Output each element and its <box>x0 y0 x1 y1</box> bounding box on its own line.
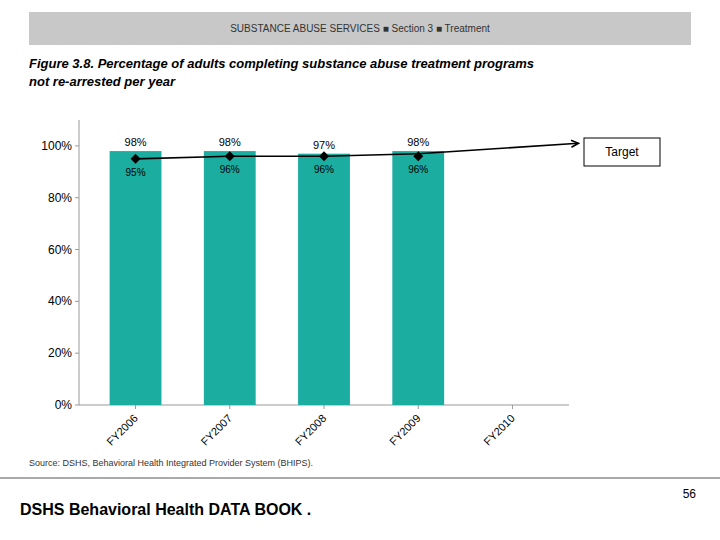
separator <box>0 478 720 479</box>
footer: DSHS Behavioral Health DATA BOOK . <box>20 501 311 518</box>
x-tick-label: FY2008 <box>293 412 329 448</box>
y-axis <box>79 120 80 405</box>
arrow-head <box>571 140 578 147</box>
plot-area <box>110 151 445 405</box>
target-box <box>584 138 660 166</box>
y-tick <box>75 405 79 406</box>
y-tick-label: 40% <box>48 294 72 308</box>
x-tick <box>229 405 230 409</box>
y-tick-label: 0% <box>55 398 73 412</box>
bar-label: 98% <box>219 136 241 148</box>
title: not re-arrested per year <box>29 74 176 89</box>
y-tick-label: 20% <box>48 346 72 360</box>
arrow-shaft <box>418 143 578 153</box>
y-tick <box>75 145 79 146</box>
x-tick <box>418 405 419 409</box>
actual-marker <box>319 151 329 161</box>
actual-label: 96% <box>408 164 428 175</box>
bar-label: 97% <box>313 139 335 151</box>
source: Source: DSHS, Behavioral Health Integrat… <box>29 458 313 468</box>
target-line <box>136 154 419 159</box>
page-number: 56 <box>683 487 697 501</box>
bar <box>298 154 350 405</box>
y-tick <box>75 353 79 354</box>
actual-label: 96% <box>220 164 240 175</box>
x-tick-label: FY2007 <box>198 412 234 448</box>
bar <box>392 151 444 405</box>
x-tick <box>324 405 325 409</box>
header: SUBSTANCE ABUSE SERVICES ■ Section 3 ■ T… <box>230 23 490 34</box>
bar <box>204 151 256 405</box>
y-tick-label: 60% <box>48 243 72 257</box>
y-tick-label: 80% <box>48 191 72 205</box>
actual-label: 95% <box>126 167 146 178</box>
actual-marker <box>131 154 141 164</box>
labels: 98% 98% 97% 98% 95% 96% 96% 96% <box>125 136 430 178</box>
target-arrow <box>418 140 578 153</box>
bar-label: 98% <box>125 136 147 148</box>
y-tick-label: 100% <box>41 139 72 153</box>
y-tick <box>75 197 79 198</box>
target-label: Target <box>605 145 639 159</box>
actual-label: 96% <box>314 164 334 175</box>
bar-label: 98% <box>407 136 429 148</box>
bar <box>110 151 162 405</box>
header-band <box>29 12 691 45</box>
x-tick-label: FY2006 <box>104 412 140 448</box>
background <box>0 0 720 540</box>
x-tick-label: FY2010 <box>481 412 517 448</box>
chart: SUBSTANCE ABUSE SERVICES ■ Section 3 ■ T… <box>0 0 720 540</box>
y-tick <box>75 301 79 302</box>
actual-marker <box>225 151 235 161</box>
x-tick <box>135 405 136 409</box>
x-tick-label: FY2009 <box>387 412 423 448</box>
title: Figure 3.8. Percentage of adults complet… <box>29 56 534 71</box>
x-tick <box>512 405 513 409</box>
y-tick <box>75 249 79 250</box>
